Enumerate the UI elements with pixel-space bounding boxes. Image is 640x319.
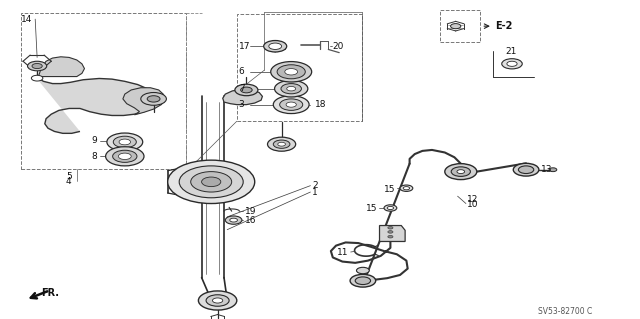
Text: E-2: E-2 bbox=[495, 21, 512, 31]
Circle shape bbox=[356, 267, 369, 274]
Circle shape bbox=[286, 102, 296, 107]
Circle shape bbox=[32, 63, 42, 69]
Polygon shape bbox=[380, 226, 405, 241]
Circle shape bbox=[119, 139, 131, 145]
Circle shape bbox=[388, 235, 393, 238]
Circle shape bbox=[350, 274, 376, 287]
Circle shape bbox=[106, 147, 144, 166]
Circle shape bbox=[230, 218, 237, 222]
Circle shape bbox=[403, 187, 410, 190]
Circle shape bbox=[168, 160, 255, 204]
Circle shape bbox=[268, 137, 296, 151]
Circle shape bbox=[179, 166, 243, 198]
Circle shape bbox=[507, 61, 517, 66]
Text: 18: 18 bbox=[315, 100, 326, 109]
Circle shape bbox=[273, 140, 290, 148]
Text: 3: 3 bbox=[239, 100, 244, 109]
Circle shape bbox=[285, 69, 298, 75]
Circle shape bbox=[273, 96, 309, 114]
Circle shape bbox=[387, 206, 394, 210]
Circle shape bbox=[451, 167, 470, 176]
Text: 16: 16 bbox=[244, 216, 256, 225]
Circle shape bbox=[277, 65, 305, 79]
FancyBboxPatch shape bbox=[237, 14, 362, 121]
Circle shape bbox=[513, 163, 539, 176]
Circle shape bbox=[113, 150, 137, 162]
Text: 17: 17 bbox=[239, 42, 250, 51]
Text: 7: 7 bbox=[239, 84, 244, 93]
Text: 8: 8 bbox=[92, 152, 97, 161]
Circle shape bbox=[225, 216, 242, 224]
Text: 1: 1 bbox=[312, 188, 318, 197]
Circle shape bbox=[28, 61, 47, 71]
Text: 4: 4 bbox=[66, 177, 72, 186]
Text: 21: 21 bbox=[506, 47, 517, 56]
Circle shape bbox=[280, 99, 303, 110]
Circle shape bbox=[118, 153, 131, 160]
Text: 2: 2 bbox=[312, 181, 318, 190]
Text: SV53-82700 C: SV53-82700 C bbox=[538, 307, 592, 315]
Polygon shape bbox=[38, 57, 84, 77]
Circle shape bbox=[400, 185, 413, 191]
Circle shape bbox=[202, 177, 221, 187]
Circle shape bbox=[445, 164, 477, 180]
Circle shape bbox=[198, 291, 237, 310]
Circle shape bbox=[141, 93, 166, 105]
Circle shape bbox=[287, 86, 296, 91]
Circle shape bbox=[212, 298, 223, 303]
Circle shape bbox=[241, 87, 252, 93]
Text: 5: 5 bbox=[66, 172, 72, 181]
Polygon shape bbox=[223, 89, 262, 105]
Circle shape bbox=[31, 75, 43, 81]
Text: 15: 15 bbox=[384, 185, 396, 194]
Circle shape bbox=[549, 168, 557, 172]
Polygon shape bbox=[35, 77, 157, 133]
Polygon shape bbox=[123, 88, 165, 115]
Text: 11: 11 bbox=[337, 248, 349, 256]
Circle shape bbox=[278, 142, 285, 146]
Text: 13: 13 bbox=[541, 165, 553, 174]
Circle shape bbox=[191, 172, 232, 192]
Circle shape bbox=[502, 59, 522, 69]
Text: 9: 9 bbox=[92, 137, 97, 145]
Circle shape bbox=[518, 166, 534, 174]
Circle shape bbox=[388, 231, 393, 233]
Circle shape bbox=[269, 43, 282, 49]
Circle shape bbox=[264, 41, 287, 52]
Circle shape bbox=[281, 84, 301, 94]
FancyBboxPatch shape bbox=[440, 10, 480, 42]
Circle shape bbox=[147, 96, 160, 102]
Circle shape bbox=[235, 84, 258, 96]
Circle shape bbox=[113, 136, 136, 148]
Circle shape bbox=[451, 24, 461, 29]
Text: FR.: FR. bbox=[42, 288, 60, 298]
Circle shape bbox=[384, 205, 397, 211]
Text: 14: 14 bbox=[21, 15, 33, 24]
Circle shape bbox=[457, 170, 465, 174]
Text: 19: 19 bbox=[244, 207, 256, 216]
Circle shape bbox=[107, 133, 143, 151]
Circle shape bbox=[206, 295, 229, 306]
Text: 20: 20 bbox=[333, 42, 344, 51]
Circle shape bbox=[275, 80, 308, 97]
Text: 12: 12 bbox=[467, 195, 479, 204]
Text: 15: 15 bbox=[366, 204, 378, 213]
Circle shape bbox=[388, 226, 393, 229]
Circle shape bbox=[271, 62, 312, 82]
Circle shape bbox=[355, 277, 371, 285]
Text: 6: 6 bbox=[239, 67, 244, 76]
Text: 10: 10 bbox=[467, 200, 479, 209]
FancyBboxPatch shape bbox=[21, 13, 186, 169]
